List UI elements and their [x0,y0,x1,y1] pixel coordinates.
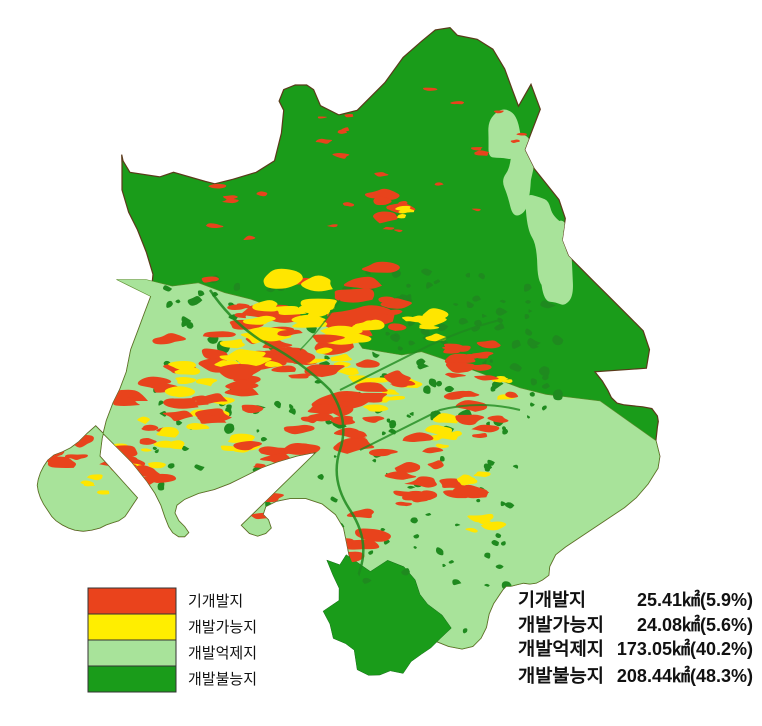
svg-text:208.44㎢(48.3%): 208.44㎢(48.3%) [617,665,753,686]
svg-text:24.08㎢(5.6%): 24.08㎢(5.6%) [637,614,753,635]
svg-text:개발억제지: 개발억제지 [188,645,257,662]
svg-text:개발억제지: 개발억제지 [518,639,604,659]
svg-text:개발불능지: 개발불능지 [518,666,604,686]
svg-text:개발불능지: 개발불능지 [188,671,257,688]
svg-text:기개발지: 기개발지 [188,593,243,610]
svg-text:173.05㎢(40.2%): 173.05㎢(40.2%) [617,638,753,659]
svg-text:개발가능지: 개발가능지 [188,619,257,636]
svg-text:25.41㎢(5.9%): 25.41㎢(5.9%) [637,589,753,610]
svg-text:기개발지: 기개발지 [518,590,586,610]
svg-text:개발가능지: 개발가능지 [518,615,604,635]
